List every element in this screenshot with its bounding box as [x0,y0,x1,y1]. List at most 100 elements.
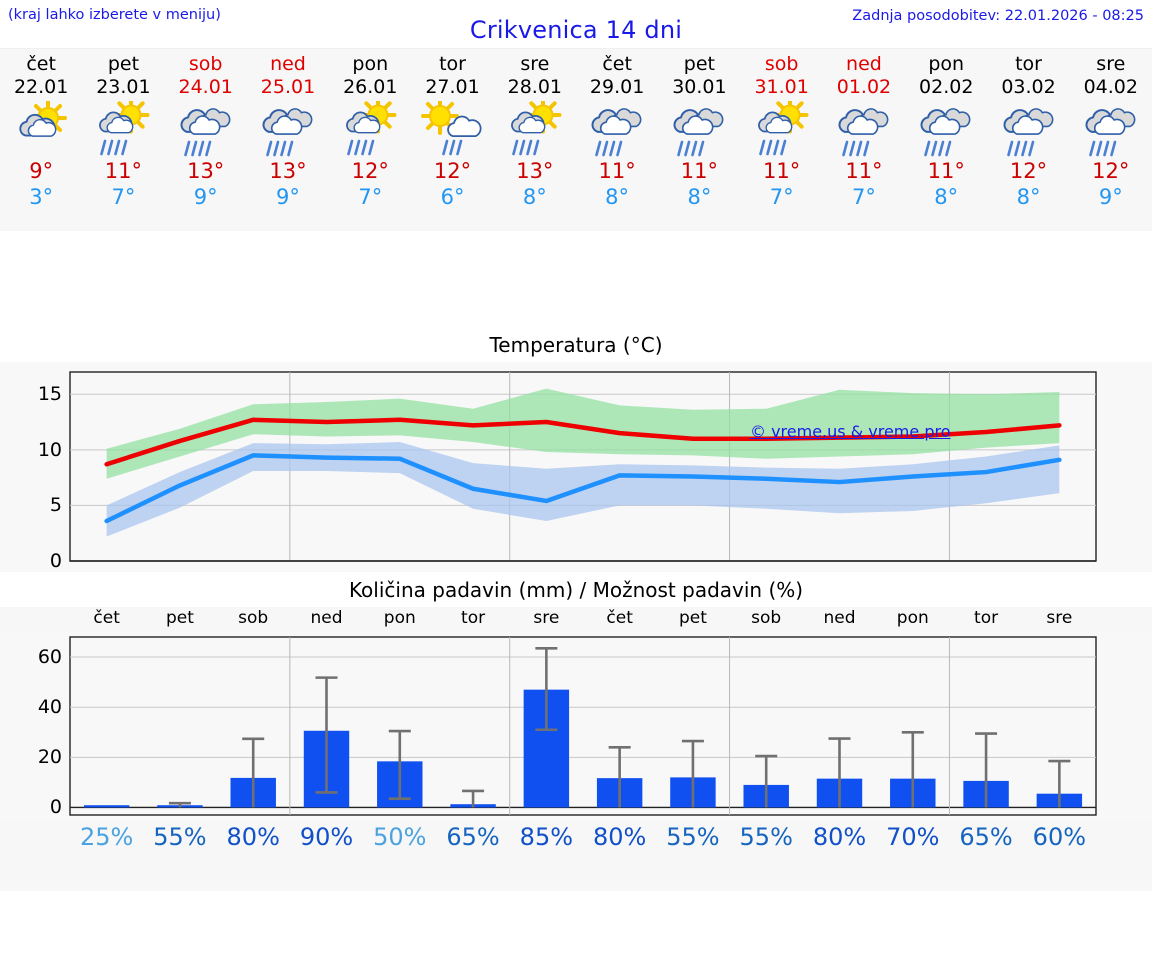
day-forecast-column[interactable]: pon 02.02 11° 8° [905,49,987,231]
day-forecast-column[interactable]: čet 22.01 9° 3° [0,49,82,231]
day-name: čet [26,53,56,75]
copyright-watermark[interactable]: © vreme.us & vreme.pro [750,422,951,442]
max-temperature: 11° [927,159,965,183]
max-temperature: 11° [763,159,801,183]
day-forecast-column[interactable]: pon 26.01 12° 7° [329,49,411,231]
precipitation-day-label: sob [751,608,782,628]
precipitation-probability-label: 80% [592,823,647,851]
day-name: ned [270,53,306,75]
precipitation-chart: 0 20 40 60 [0,631,1152,821]
precipitation-day-label: čet [606,608,633,628]
min-temperature: 8° [605,185,630,209]
temperature-y-tick: 15 [37,383,62,406]
bottom-fill [0,861,1152,891]
cloud-rain-icon [173,101,239,157]
temperature-y-tick: 10 [37,438,62,461]
min-temperature: 3° [29,185,54,209]
precipitation-y-tick: 60 [37,646,62,669]
temperature-y-tick: 5 [49,494,62,517]
day-date: 24.01 [178,76,233,98]
precipitation-day-label: pon [896,608,929,628]
sun-cloud-rain-icon [337,96,403,157]
precipitation-probability-label: 65% [446,823,500,851]
sun-cloud-rain-icon [502,96,568,157]
day-name: pon [352,53,389,75]
precipitation-day-label: ned [823,608,856,628]
max-temperature: 11° [598,159,636,183]
sun-cloud-rain-icon [90,96,156,157]
day-name: sre [1096,53,1126,75]
precipitation-probability-label: 70% [886,823,940,851]
max-temperature: 11° [104,159,143,183]
day-forecast-column[interactable]: tor 03.02 12° 8° [987,49,1069,231]
precipitation-probability-label: 85% [519,823,574,851]
precipitation-y-tick: 40 [37,696,62,719]
cloud-rain-icon [666,101,732,157]
min-temperature: 7° [358,185,383,209]
page-title: Crikvenica 14 dni [469,16,683,44]
min-temperature: 8° [687,185,712,209]
precipitation-probability-label: 55% [153,823,207,851]
day-name: pet [107,53,140,75]
day-date: 29.01 [589,76,645,98]
sun-behind-cloud-icon [8,99,74,157]
max-temperature: 13° [187,159,225,183]
temperature-panel: Temperatura (°C) 0 5 10 15 © vreme.us & vrem… [0,327,1152,572]
day-forecast-column[interactable]: pet 30.01 11° 8° [658,49,740,231]
min-temperature: 9° [193,185,218,209]
precipitation-day-label: pet [678,608,707,628]
day-date: 04.02 [1083,76,1138,98]
day-name: pet [683,53,715,75]
min-temperature: 6° [440,185,465,209]
temperature-chart-title: Temperatura (°C) [0,327,1152,362]
sun-cloud-rain-icon [749,96,815,157]
precipitation-probability-label: 50% [373,823,427,851]
day-date: 26.01 [343,76,398,98]
day-date: 30.01 [672,76,727,98]
min-temperature: 7° [852,185,876,209]
cloud-rain-icon [831,101,897,157]
precipitation-day-label: sob [238,608,269,628]
max-temperature: 11° [680,159,718,183]
day-name: sob [188,53,223,75]
max-temperature: 13° [269,159,307,183]
day-date: 28.01 [507,76,563,98]
day-forecast-column[interactable]: čet 29.01 11° 8° [576,49,658,231]
day-date: 27.01 [425,76,480,98]
min-temperature: 8° [522,185,547,209]
day-forecast-column[interactable]: tor 27.01 12° 6° [411,49,493,231]
max-temperature: 12° [433,159,472,183]
precipitation-probability-label: 25% [79,823,134,851]
day-name: ned [846,53,882,75]
day-forecast-column[interactable]: ned 25.01 13° 9° [247,49,329,231]
precipitation-probability-label: 90% [299,823,354,851]
day-forecast-column[interactable]: sre 04.02 12° 9° [1070,49,1152,231]
cloud-rain-icon [1078,101,1144,157]
day-forecast-column[interactable]: sre 28.01 13° 8° [494,49,576,231]
day-name: čet [602,53,632,75]
page-header: (kraj lahko izberete v meniju) Crikvenic… [0,0,1152,48]
day-forecast-column[interactable]: ned 01.02 11° 7° [823,49,905,231]
precipitation-chart-title: Količina padavin (mm) / Možnost padavin … [0,572,1152,607]
min-temperature: 9° [1098,185,1123,209]
precipitation-probability-label: 65% [959,823,1013,851]
max-temperature: 9° [29,159,54,183]
day-forecast-column[interactable]: sob 31.01 11° 7° [741,49,823,231]
day-name: sre [520,53,550,75]
menu-hint-text: (kraj lahko izberete v meniju) [8,7,221,23]
precipitation-probability-label: 60% [1032,823,1087,851]
precipitation-day-label: ned [310,608,343,628]
precipitation-probability-label: 80% [226,823,280,851]
day-forecast-column[interactable]: pet 23.01 11° 7° [82,49,164,231]
day-forecast-column[interactable]: sob 24.01 13° 9° [165,49,247,231]
precipitation-probability-label: 80% [812,823,867,851]
precipitation-probability-label: 55% [666,823,720,851]
sun-left-cloud-rain-icon [420,97,486,157]
cloud-rain-icon [255,101,321,157]
min-temperature: 9° [276,185,300,209]
precipitation-day-label: tor [461,608,486,628]
cloud-rain-icon [584,101,650,157]
day-date: 23.01 [96,76,151,98]
precipitation-panel: Količina padavin (mm) / Možnost padavin … [0,572,1152,861]
last-updated-text: Zadnja posodobitev: 22.01.2026 - 08:25 [852,8,1144,24]
